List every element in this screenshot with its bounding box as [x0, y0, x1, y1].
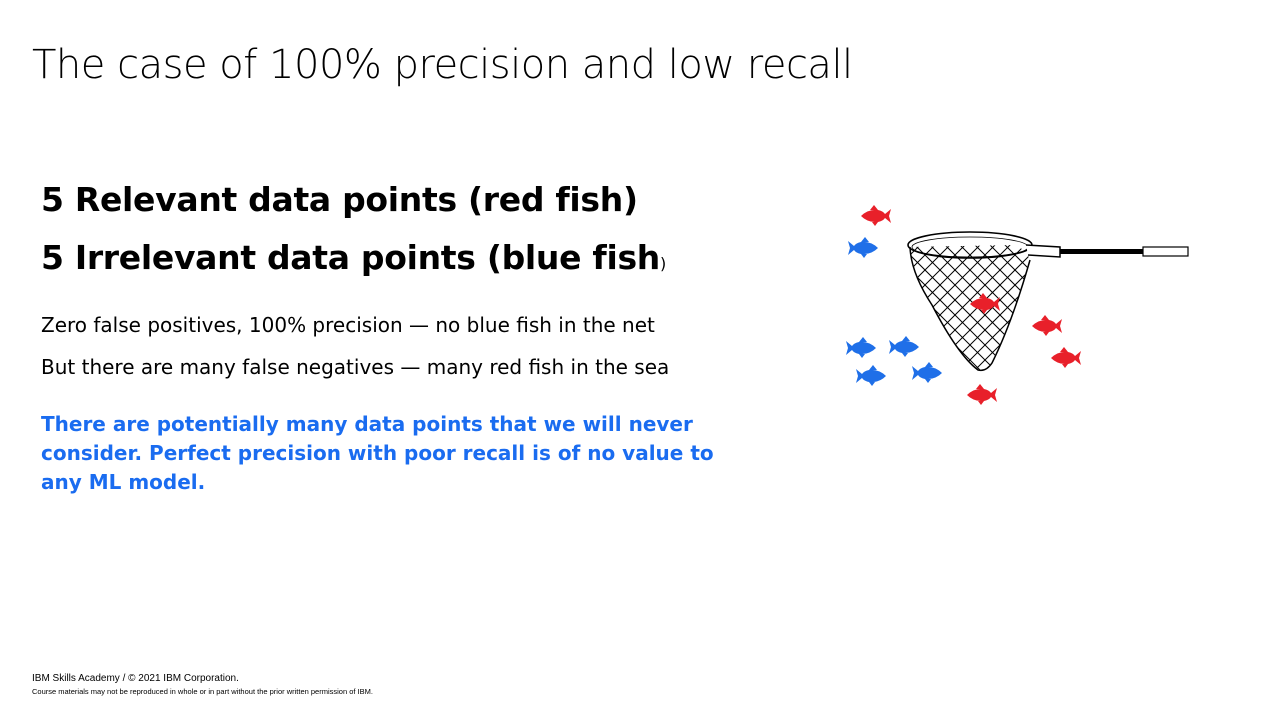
red-fish-icon	[1051, 347, 1081, 368]
slide-title: The case of 100% precision and low recal…	[32, 42, 853, 88]
blue-fish-icon	[856, 365, 886, 386]
precision-line: Zero false positives, 100% precision — n…	[41, 313, 655, 337]
blue-fish-icon	[846, 337, 876, 358]
red-fish-group	[861, 205, 1081, 405]
footer-notice: Course materials may not be reproduced i…	[32, 687, 373, 696]
net-icon	[907, 231, 1189, 372]
recall-line: But there are many false negatives — man…	[41, 355, 670, 379]
footer-copyright: IBM Skills Academy / © 2021 IBM Corporat…	[32, 673, 239, 684]
blue-fish-icon	[912, 362, 942, 383]
heading-relevant: 5 Relevant data points (red fish)	[41, 180, 638, 219]
red-fish-icon	[967, 384, 997, 405]
red-fish-icon	[1032, 315, 1062, 336]
red-fish-icon	[861, 205, 891, 226]
heading-irrelevant-paren: )	[660, 254, 666, 273]
net-and-fish-illustration	[846, 205, 1189, 405]
heading-irrelevant: 5 Irrelevant data points (blue fish)	[41, 238, 666, 277]
blue-fish-icon	[848, 237, 878, 258]
callout-text: There are potentially many data points t…	[41, 412, 714, 494]
blue-fish-icon	[889, 336, 919, 357]
blue-fish-group	[846, 237, 942, 386]
heading-irrelevant-text: 5 Irrelevant data points (blue fish	[41, 238, 660, 277]
